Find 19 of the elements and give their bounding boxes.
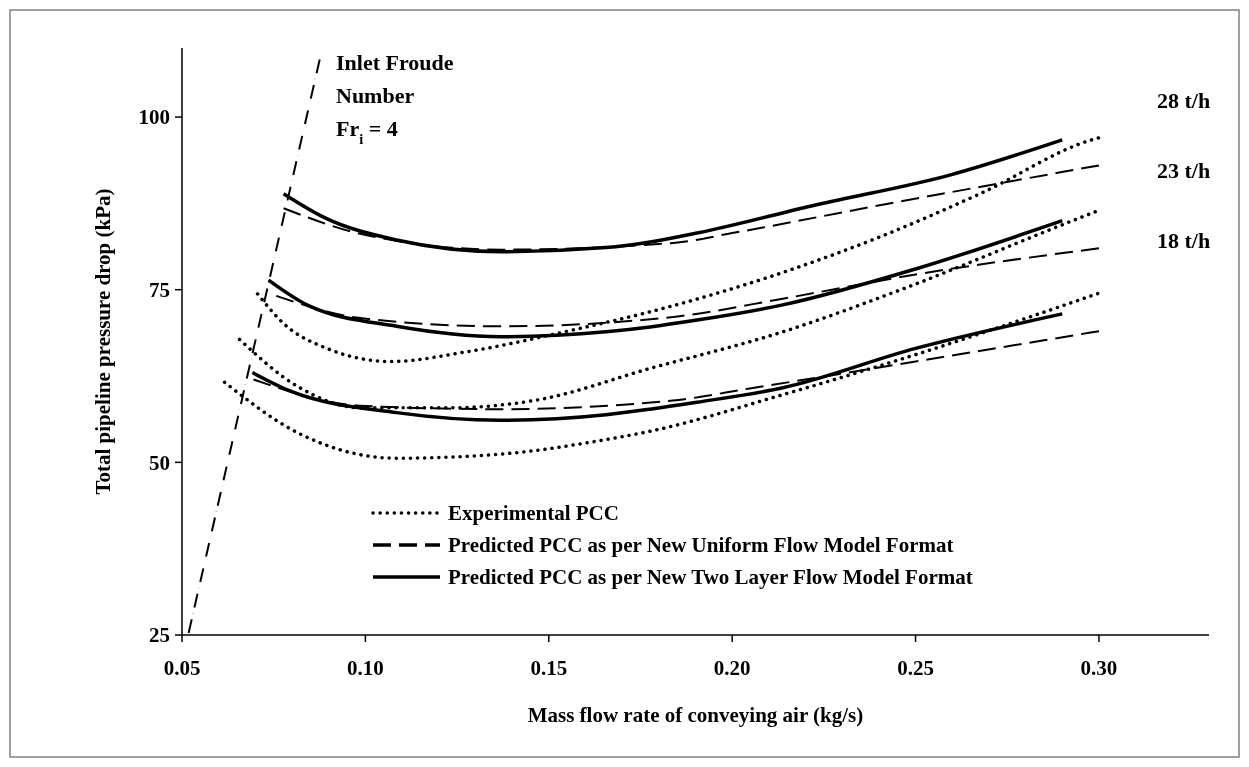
annotation: 28 t/h: [1157, 88, 1211, 113]
legend-label: Predicted PCC as per New Uniform Flow Model Format: [448, 533, 954, 557]
y-tick-label: 100: [138, 105, 170, 130]
x-tick-label: 0.25: [897, 656, 934, 680]
x-axis-title: Mass flow rate of conveying air (kg/s): [527, 703, 864, 727]
x-tick-label: 0.05: [163, 656, 201, 680]
legend-label: Predicted PCC as per New Two Layer Flow Model Format: [448, 565, 973, 589]
x-tick-label: 0.20: [713, 656, 751, 680]
y-tick-label: 75: [149, 278, 170, 303]
x-tick-label: 0.30: [1080, 656, 1118, 680]
x-tick-label: 0.15: [530, 656, 568, 680]
y-tick-label: 50: [149, 450, 170, 475]
annotation: 23 t/h: [1157, 158, 1211, 183]
x-tick-label: 0.10: [347, 656, 384, 680]
y-axis-title: Total pipeline pressure drop (kPa): [91, 188, 115, 495]
y-tick-label: 25: [149, 623, 170, 648]
legend-label: Experimental PCC: [448, 501, 619, 525]
annotation: 18 t/h: [1157, 228, 1211, 253]
annotation: Inlet Froude Number Fr$_{i}$ = 4: [336, 50, 454, 147]
